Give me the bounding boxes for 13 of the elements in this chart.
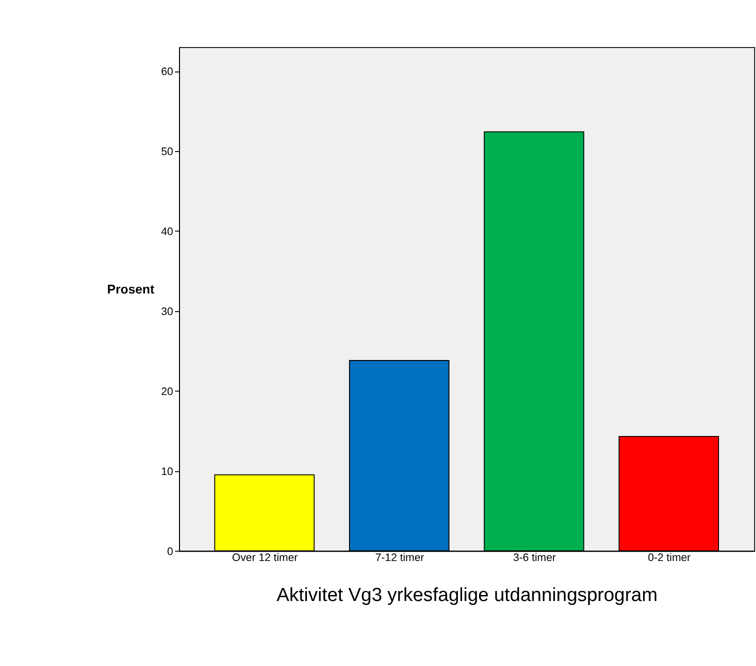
x-tick-label: Over 12 timer (232, 552, 298, 564)
x-tick-label: 3-6 timer (513, 552, 556, 564)
y-tick-label: 20 (161, 386, 174, 398)
y-tick-label: 0 (167, 546, 174, 558)
y-tick-label: 60 (161, 66, 174, 78)
x-tick-label: 7-12 timer (375, 552, 424, 564)
y-tick-label: 40 (161, 226, 174, 238)
y-tick-label: 50 (161, 146, 174, 158)
y-tick-label: 30 (161, 306, 174, 318)
y-axis-title: Prosent (107, 282, 156, 297)
x-tick-label: 0-2 timer (648, 552, 692, 564)
y-tick-label: 10 (161, 466, 174, 478)
x-axis-title: Aktivitet Vg3 yrkesfaglige utdanningsprogram (276, 584, 658, 606)
